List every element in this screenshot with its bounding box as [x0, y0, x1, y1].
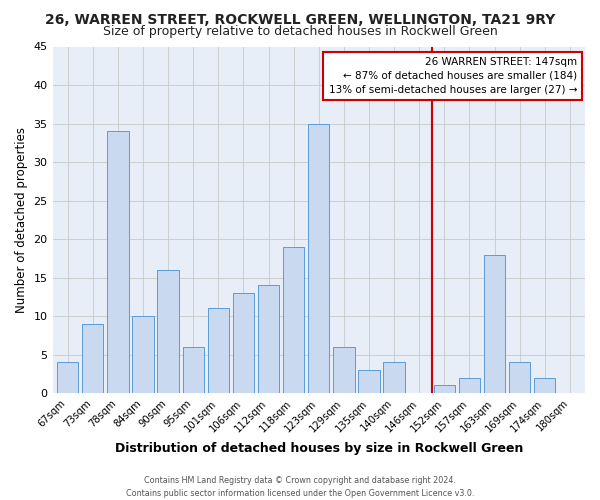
- Bar: [358, 370, 380, 393]
- Bar: [484, 254, 505, 393]
- Bar: [107, 131, 128, 393]
- Y-axis label: Number of detached properties: Number of detached properties: [15, 127, 28, 313]
- Bar: [182, 347, 204, 393]
- Bar: [157, 270, 179, 393]
- Bar: [233, 293, 254, 393]
- Bar: [283, 247, 304, 393]
- Text: 26 WARREN STREET: 147sqm
← 87% of detached houses are smaller (184)
13% of semi-: 26 WARREN STREET: 147sqm ← 87% of detach…: [329, 57, 577, 95]
- Bar: [509, 362, 530, 393]
- Bar: [208, 308, 229, 393]
- Bar: [258, 286, 279, 393]
- Text: Contains HM Land Registry data © Crown copyright and database right 2024.
Contai: Contains HM Land Registry data © Crown c…: [126, 476, 474, 498]
- Bar: [434, 386, 455, 393]
- X-axis label: Distribution of detached houses by size in Rockwell Green: Distribution of detached houses by size …: [115, 442, 523, 455]
- Bar: [383, 362, 405, 393]
- Text: Size of property relative to detached houses in Rockwell Green: Size of property relative to detached ho…: [103, 25, 497, 38]
- Bar: [132, 316, 154, 393]
- Bar: [534, 378, 556, 393]
- Bar: [333, 347, 355, 393]
- Bar: [308, 124, 329, 393]
- Bar: [82, 324, 103, 393]
- Bar: [57, 362, 78, 393]
- Bar: [459, 378, 480, 393]
- Text: 26, WARREN STREET, ROCKWELL GREEN, WELLINGTON, TA21 9RY: 26, WARREN STREET, ROCKWELL GREEN, WELLI…: [45, 12, 555, 26]
